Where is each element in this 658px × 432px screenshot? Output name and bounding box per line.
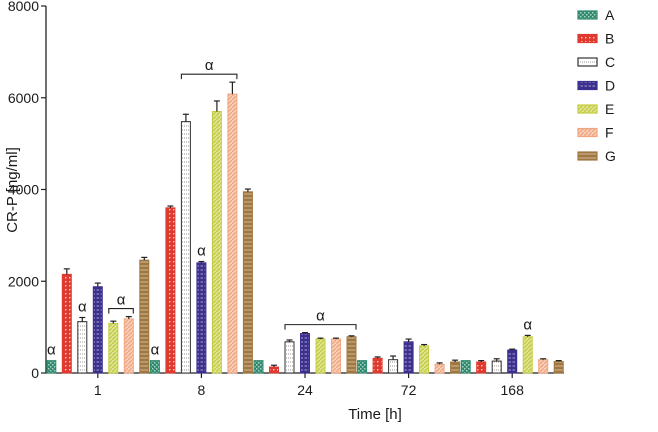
legend-label-E: E: [605, 101, 614, 117]
significance-bracket: [180, 73, 238, 80]
y-tick-label: 8000: [8, 0, 39, 14]
bar-E-24: [315, 338, 326, 374]
bar-G-8: [242, 191, 253, 374]
bar-F-1: [123, 318, 134, 374]
x-tick-label: 8: [198, 382, 206, 398]
legend-swatch-A: [577, 10, 598, 20]
bar-A-1: [46, 360, 57, 374]
annotations: α α α α α α α α: [47, 57, 532, 358]
significance-label: α: [78, 298, 87, 315]
legend-swatch-B: [577, 33, 598, 44]
bar-B-1: [61, 273, 72, 374]
bar-A-72: [357, 360, 368, 374]
significance-bracket: [108, 308, 134, 314]
legend-swatch-E: [577, 104, 598, 114]
bar-D-8: [196, 262, 207, 374]
bar-C-24: [284, 341, 295, 374]
significance-label: α: [117, 292, 126, 309]
bar-E-1: [108, 322, 119, 374]
legend-label-G: G: [605, 148, 616, 164]
bar-F-72: [434, 363, 445, 374]
bar-D-72: [403, 341, 414, 374]
bar-C-168: [491, 360, 502, 374]
legend-swatch-C: [577, 57, 598, 67]
significance-label: α: [197, 243, 206, 260]
legend-label-B: B: [605, 31, 614, 47]
bars: [46, 81, 564, 374]
significance-label: α: [205, 57, 214, 74]
significance-label: α: [523, 316, 532, 333]
y-axis-label: CR-P [ng/ml]: [4, 147, 21, 233]
axes: 0 2000 4000 6000 8000 1 8 24 72 168: [8, 0, 564, 398]
bar-A-8: [149, 360, 160, 374]
significance-label: α: [151, 342, 160, 359]
bar-D-1: [92, 286, 103, 374]
legend-swatch-D: [577, 80, 598, 91]
bar-C-72: [388, 359, 399, 374]
legend-label-C: C: [605, 54, 615, 70]
legend-label-A: A: [605, 7, 615, 23]
x-axis-label: Time [h]: [348, 406, 402, 423]
legend-label-F: F: [605, 125, 614, 141]
legend-swatch-F: [577, 127, 598, 138]
bar-E-168: [522, 336, 533, 374]
x-tick-label: 72: [401, 382, 417, 398]
bar-D-24: [300, 333, 310, 374]
bar-B-72: [372, 357, 383, 374]
bar-G-24: [346, 336, 357, 374]
bar-F-24: [331, 338, 341, 374]
bar-G-168: [553, 361, 564, 374]
bar-F-8: [227, 93, 238, 374]
bar-G-72: [450, 361, 461, 374]
bar-B-24: [269, 366, 279, 374]
legend-swatch-G: [577, 151, 598, 161]
y-tick-label: 4000: [8, 182, 39, 198]
bar-G-1: [139, 259, 150, 374]
bar-C-1: [77, 321, 88, 374]
bar-F-168: [538, 359, 549, 374]
significance-label: α: [316, 308, 325, 325]
bar-E-8: [211, 111, 222, 374]
bar-C-8: [180, 121, 191, 374]
bar-A-168: [460, 360, 471, 374]
legend-label-D: D: [605, 78, 615, 94]
bar-D-168: [507, 349, 518, 374]
y-tick-label: 6000: [8, 90, 39, 106]
y-tick-label: 2000: [8, 273, 39, 289]
bar-E-72: [419, 345, 430, 374]
x-tick-label: 24: [297, 382, 313, 398]
bar-B-8: [165, 207, 176, 374]
y-tick-label: 0: [31, 365, 39, 381]
bar-A-24: [253, 360, 264, 374]
significance-label: α: [47, 342, 56, 359]
x-tick-label: 168: [501, 382, 525, 398]
significance-bracket: [284, 324, 357, 330]
x-tick-label: 1: [94, 382, 102, 398]
bar-B-168: [476, 361, 487, 374]
